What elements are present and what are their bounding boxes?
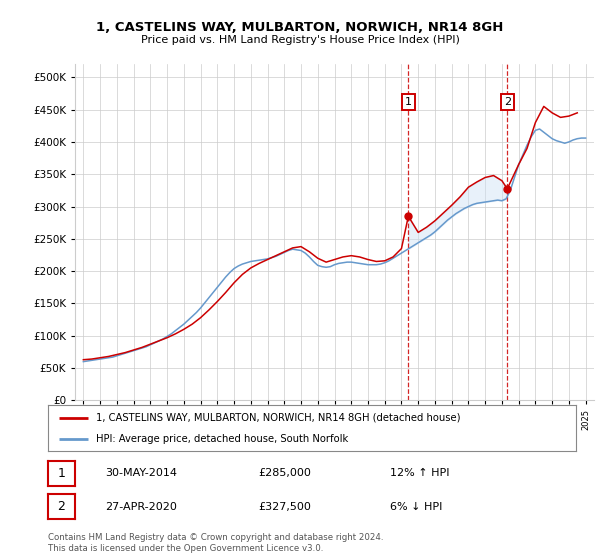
Text: 12% ↑ HPI: 12% ↑ HPI [390,468,449,478]
Text: 27-APR-2020: 27-APR-2020 [105,502,177,512]
Text: 2: 2 [504,97,511,107]
Text: Contains HM Land Registry data © Crown copyright and database right 2024.
This d: Contains HM Land Registry data © Crown c… [48,533,383,553]
Text: 30-MAY-2014: 30-MAY-2014 [105,468,177,478]
Text: 1: 1 [405,97,412,107]
Text: £327,500: £327,500 [258,502,311,512]
Text: 1: 1 [58,466,65,480]
Text: 6% ↓ HPI: 6% ↓ HPI [390,502,442,512]
Text: HPI: Average price, detached house, South Norfolk: HPI: Average price, detached house, Sout… [95,435,348,444]
Text: 1, CASTELINS WAY, MULBARTON, NORWICH, NR14 8GH (detached house): 1, CASTELINS WAY, MULBARTON, NORWICH, NR… [95,413,460,423]
Text: £285,000: £285,000 [258,468,311,478]
Text: 2: 2 [58,500,65,514]
Text: Price paid vs. HM Land Registry's House Price Index (HPI): Price paid vs. HM Land Registry's House … [140,35,460,45]
Text: 1, CASTELINS WAY, MULBARTON, NORWICH, NR14 8GH: 1, CASTELINS WAY, MULBARTON, NORWICH, NR… [97,21,503,34]
